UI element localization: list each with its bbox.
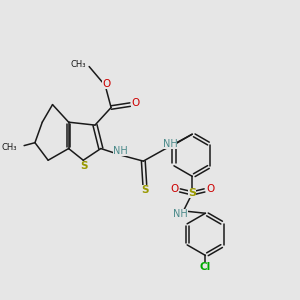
Text: O: O — [206, 184, 214, 194]
Text: CH₃: CH₃ — [1, 143, 17, 152]
Text: S: S — [188, 188, 196, 198]
Text: O: O — [102, 80, 110, 89]
Text: NH: NH — [173, 209, 188, 219]
Text: O: O — [170, 184, 178, 194]
Text: NH: NH — [113, 146, 128, 156]
Text: S: S — [80, 160, 88, 170]
Text: S: S — [141, 185, 149, 195]
Text: O: O — [131, 98, 140, 108]
Text: Cl: Cl — [200, 262, 211, 272]
Text: CH₃: CH₃ — [70, 60, 85, 69]
Text: NH: NH — [163, 140, 177, 149]
